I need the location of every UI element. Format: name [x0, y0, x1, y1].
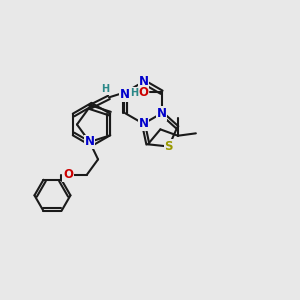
Text: O: O: [63, 169, 73, 182]
Text: N: N: [139, 117, 148, 130]
Text: N: N: [85, 136, 95, 148]
Text: O: O: [139, 86, 149, 99]
Text: N: N: [139, 75, 148, 88]
Text: S: S: [164, 140, 173, 153]
Text: H: H: [101, 84, 110, 94]
Text: N: N: [120, 88, 130, 101]
Text: H: H: [130, 88, 138, 98]
Text: N: N: [157, 107, 167, 120]
